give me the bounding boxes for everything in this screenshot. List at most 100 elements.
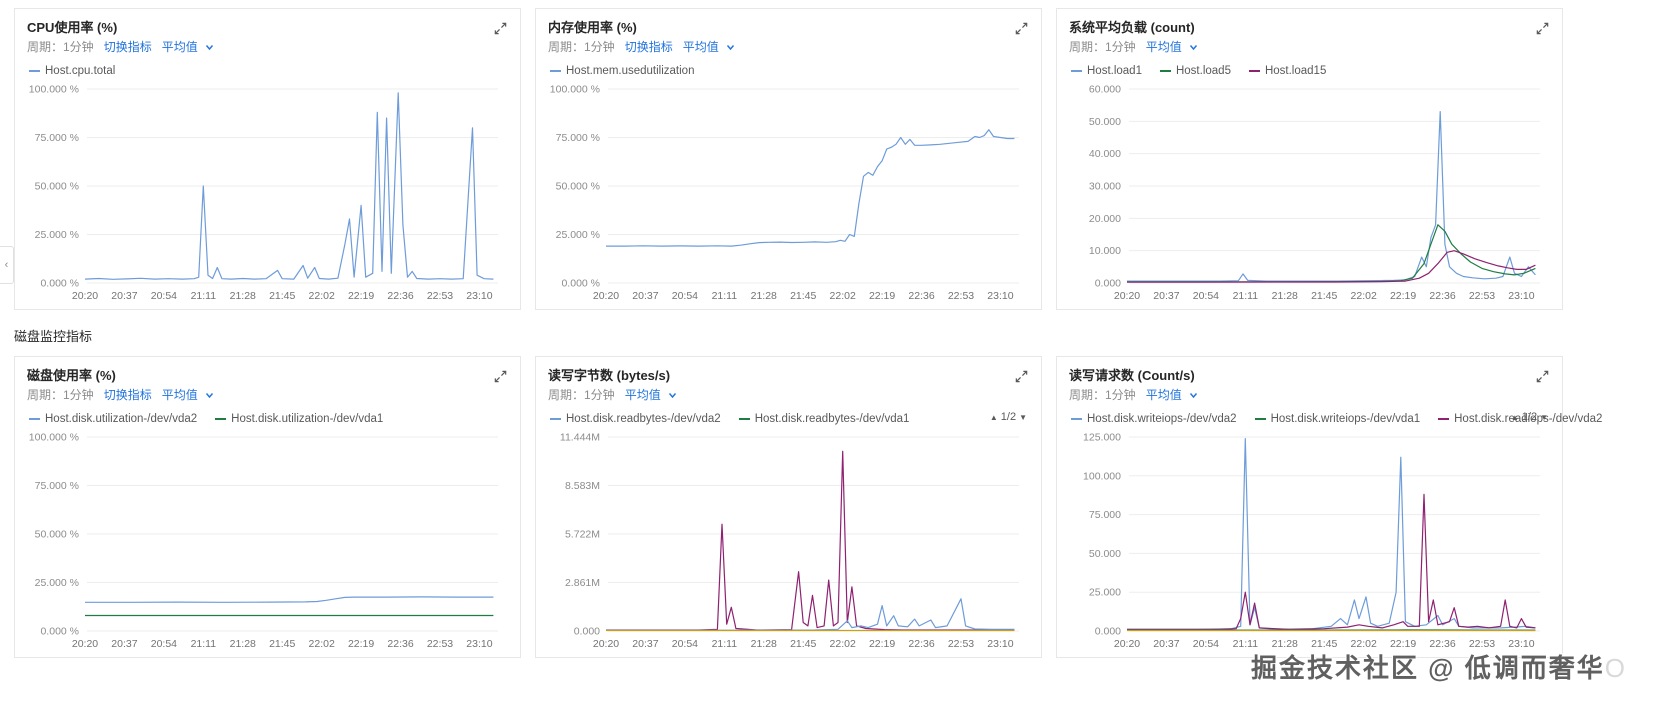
svg-text:21:45: 21:45 [269,290,295,302]
svg-text:75.000 %: 75.000 % [556,132,600,144]
switch-metric-link[interactable]: 切换指标 [624,40,673,54]
aggregation-link[interactable]: 平均值 [682,40,719,54]
legend-color-dash-icon [1438,418,1450,420]
aggregation-link[interactable]: 平均值 [1145,40,1182,54]
fullscreen-expand-icon[interactable] [493,21,508,41]
svg-text:20:20: 20:20 [72,290,98,302]
svg-text:20:20: 20:20 [593,638,619,650]
legend-label: Host.disk.readbytes-/dev/vda2 [566,413,721,425]
switch-metric-link[interactable]: 切换指标 [103,40,152,54]
page-up-icon[interactable]: ▲ [1510,412,1519,422]
fullscreen-expand-icon[interactable] [493,369,508,389]
svg-text:30.000: 30.000 [1089,181,1121,193]
chart-canvas[interactable]: 11.444M 8.583M 5.722M 2.861M 0.000 20:20 20:37… [548,429,1029,662]
legend-item[interactable]: Host.load15 [1248,65,1327,77]
chart-legend: Host.mem.usedutilization [548,63,1029,79]
aggregation-link[interactable]: 平均值 [1145,388,1182,402]
legend-label: Host.load15 [1264,65,1327,77]
svg-text:20:54: 20:54 [672,638,698,650]
svg-text:22:19: 22:19 [348,290,374,302]
page-up-icon[interactable]: ▲ [989,412,998,422]
chevron-down-icon[interactable] [667,390,678,401]
chevron-down-icon[interactable] [204,42,215,53]
svg-text:0.000: 0.000 [1095,626,1121,638]
svg-text:22:19: 22:19 [869,638,895,650]
chart-canvas[interactable]: 60.000 50.000 40.000 30.000 20.000 10.000 0.00… [1069,81,1550,314]
panel-header: 系统平均负载 (count) 周期：1分钟 平均值 [1069,19,1550,55]
chart-title: 内存使用率 (%) [548,20,637,35]
svg-text:75.000 %: 75.000 % [35,132,79,144]
chevron-down-icon[interactable] [204,390,215,401]
page-down-icon[interactable]: ▼ [1019,412,1027,422]
fullscreen-expand-icon[interactable] [1535,369,1550,389]
fullscreen-expand-icon[interactable] [1535,21,1550,41]
panel-memory-usage: 内存使用率 (%) 周期：1分钟 切换指标 平均值 [535,8,1042,310]
legend-item[interactable]: Host.mem.usedutilization [550,65,694,77]
svg-text:23:10: 23:10 [987,638,1013,650]
svg-text:21:28: 21:28 [1272,290,1298,302]
svg-text:21:11: 21:11 [1233,290,1259,302]
panel-disk-bytes: 读写字节数 (bytes/s) 周期：1分钟 平均值 [535,356,1042,658]
fullscreen-expand-icon[interactable] [1014,21,1029,41]
svg-text:22:36: 22:36 [387,290,413,302]
legend-item[interactable]: Host.cpu.total [29,65,115,77]
chart-canvas[interactable]: 100.000 % 75.000 % 50.000 % 25.000 % 0.000 %… [548,81,1029,314]
chart-legend: Host.disk.writeiops-/dev/vda2 Host.disk.w… [1069,411,1602,427]
svg-text:21:45: 21:45 [790,638,816,650]
svg-text:20:54: 20:54 [151,638,177,650]
period-label: 周期：1分钟 [548,40,615,54]
aggregation-link[interactable]: 平均值 [161,40,198,54]
page-down-icon[interactable]: ▼ [1540,412,1548,422]
svg-text:23:10: 23:10 [466,290,492,302]
svg-text:60.000: 60.000 [1089,84,1121,96]
legend-item[interactable]: Host.disk.writeiops-/dev/vda2 [1071,413,1237,425]
legend-pager[interactable]: ▲ 1/2 ▼ [990,411,1027,423]
chart-canvas[interactable]: 125.000 100.000 75.000 50.000 25.000 0.000 20:… [1069,429,1550,662]
legend-label: Host.disk.utilization-/dev/vda2 [45,413,198,425]
aggregation-link[interactable]: 平均值 [624,388,661,402]
svg-text:75.000 %: 75.000 % [35,480,79,492]
svg-text:22:19: 22:19 [869,290,895,302]
fullscreen-expand-icon[interactable] [1014,369,1029,389]
svg-text:20:54: 20:54 [1193,290,1219,302]
legend-item[interactable]: Host.disk.readbytes-/dev/vda1 [738,413,909,425]
svg-text:22:19: 22:19 [1390,290,1416,302]
chevron-down-icon[interactable] [725,42,736,53]
chevron-down-icon[interactable] [1188,42,1199,53]
sidebar-collapse-handle[interactable]: ‹ [0,246,14,284]
svg-text:21:11: 21:11 [712,638,738,650]
svg-text:20:37: 20:37 [111,638,137,650]
svg-text:23:10: 23:10 [1508,638,1534,650]
chart-canvas[interactable]: 100.000 % 75.000 % 50.000 % 25.000 % 0.000 %… [27,429,508,662]
svg-text:22:19: 22:19 [348,638,374,650]
svg-text:20:37: 20:37 [632,290,658,302]
chevron-down-icon[interactable] [1188,390,1199,401]
chart-canvas[interactable]: 100.000 % 75.000 % 50.000 % 25.000 % 0.000 %… [27,81,508,314]
switch-metric-link[interactable]: 切换指标 [103,388,152,402]
legend-item[interactable]: Host.load1 [1071,65,1142,77]
legend-item[interactable]: Host.disk.utilization-/dev/vda2 [29,413,197,425]
svg-text:20:20: 20:20 [1114,638,1140,650]
period-label: 周期：1分钟 [548,388,615,402]
svg-text:20:37: 20:37 [632,638,658,650]
dashboard-page: CPU使用率 (%) 周期：1分钟 切换指标 平均值 [0,8,1655,658]
svg-text:100.000 %: 100.000 % [550,84,600,96]
legend-item[interactable]: Host.load5 [1159,65,1231,77]
svg-text:50.000: 50.000 [1089,548,1121,560]
pager-text: 1/2 [1000,411,1017,423]
svg-text:21:45: 21:45 [790,290,816,302]
svg-text:25.000 %: 25.000 % [556,229,600,241]
legend-item[interactable]: Host.disk.writeiops-/dev/vda1 [1254,413,1420,425]
svg-text:20:37: 20:37 [1153,638,1179,650]
svg-text:22:02: 22:02 [1351,638,1377,650]
legend-item[interactable]: Host.disk.readiops-/dev/vda2 [1438,413,1602,425]
svg-text:20:37: 20:37 [111,290,137,302]
legend-pager[interactable]: ▲ 1/2 ▼ [1511,411,1548,423]
chart-grid-row-2: 磁盘使用率 (%) 周期：1分钟 切换指标 平均值 [0,356,1655,658]
svg-text:22:02: 22:02 [309,290,335,302]
legend-label: Host.disk.readiops-/dev/vda2 [1454,413,1603,425]
legend-item[interactable]: Host.disk.utilization-/dev/vda1 [215,413,383,425]
aggregation-link[interactable]: 平均值 [161,388,198,402]
svg-text:8.583M: 8.583M [565,480,600,492]
legend-item[interactable]: Host.disk.readbytes-/dev/vda2 [550,413,721,425]
